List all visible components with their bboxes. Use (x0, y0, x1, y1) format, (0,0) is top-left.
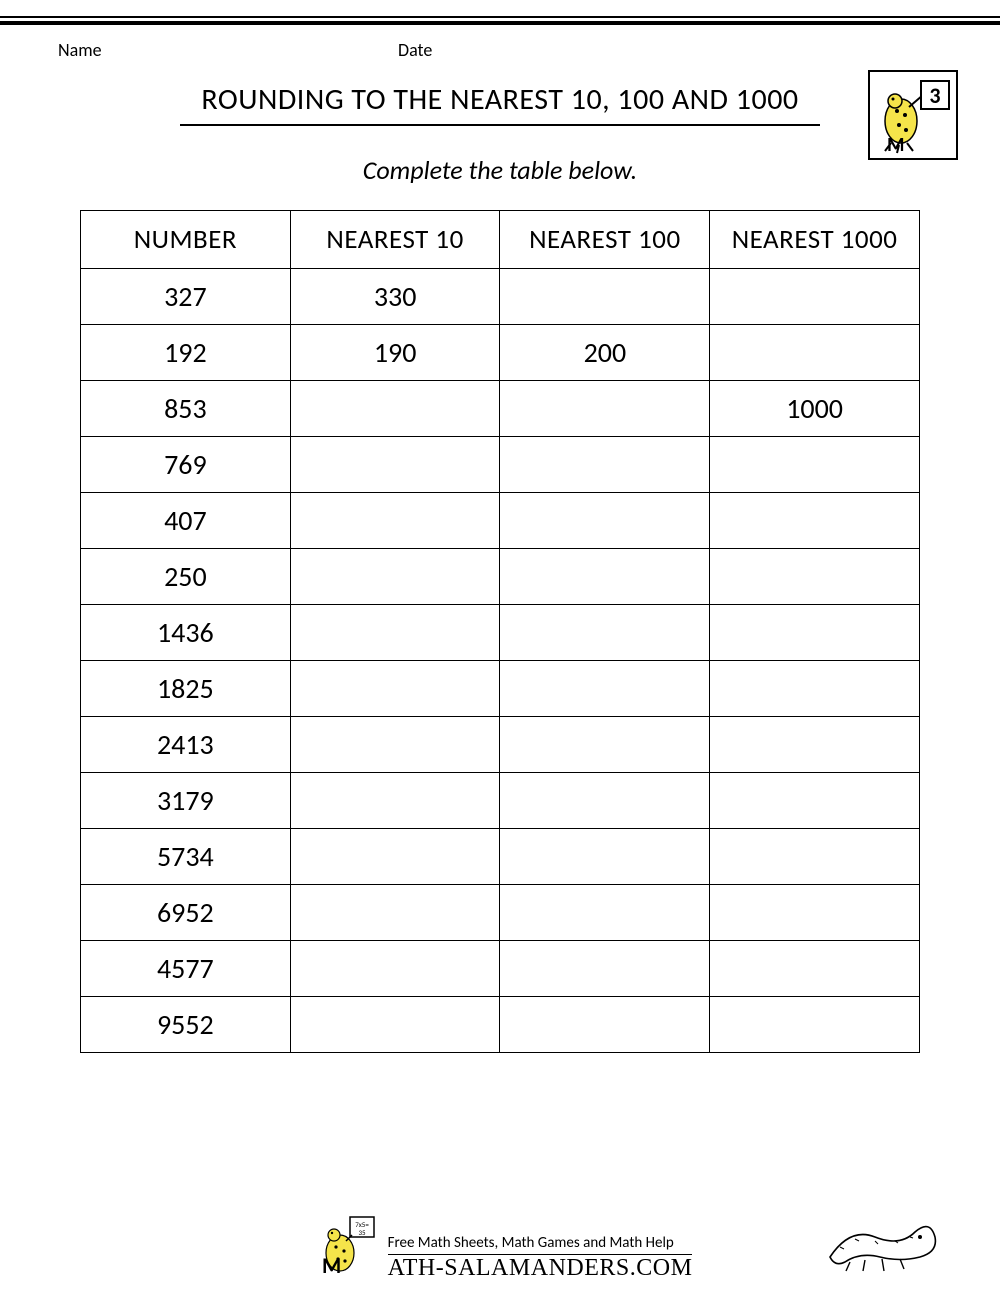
table-row: 250 (81, 549, 920, 605)
title-underline (180, 124, 820, 126)
table-cell: 200 (500, 325, 710, 381)
table-cell (290, 829, 500, 885)
table-cell (710, 773, 920, 829)
table-cell: 2413 (81, 717, 291, 773)
table-cell (500, 549, 710, 605)
footer-tagline: Free Math Sheets, Math Games and Math He… (388, 1234, 693, 1255)
salamander-grade-icon: 3 M (873, 75, 953, 155)
table-cell: 407 (81, 493, 291, 549)
table-cell (710, 829, 920, 885)
rounding-table: NUMBER NEAREST 10 NEAREST 100 NEAREST 10… (80, 210, 920, 1053)
table-cell (290, 381, 500, 437)
table-cell (710, 549, 920, 605)
table-cell (710, 885, 920, 941)
table-row: 192190200 (81, 325, 920, 381)
table-cell: 4577 (81, 941, 291, 997)
table-cell (290, 885, 500, 941)
table-row: 2413 (81, 717, 920, 773)
table-cell (710, 941, 920, 997)
table-cell (500, 437, 710, 493)
table-cell (710, 605, 920, 661)
table-cell (290, 997, 500, 1053)
svg-text:M: M (887, 133, 904, 155)
footer-brand: ATH-SALAMANDERS.COM (388, 1255, 693, 1282)
table-row: 5734 (81, 829, 920, 885)
table-row: 4577 (81, 941, 920, 997)
table-cell: 1000 (710, 381, 920, 437)
table-cell (500, 941, 710, 997)
table-cell (500, 269, 710, 325)
grade-logo-box: 3 M (868, 70, 958, 160)
table-cell (500, 493, 710, 549)
table-header-row: NUMBER NEAREST 10 NEAREST 100 NEAREST 10… (81, 211, 920, 269)
table-cell: 250 (81, 549, 291, 605)
footer-salamander-outline-icon (820, 1207, 940, 1282)
table-cell (710, 493, 920, 549)
table-cell: 192 (81, 325, 291, 381)
table-cell (710, 437, 920, 493)
table-cell: 190 (290, 325, 500, 381)
table-cell: 5734 (81, 829, 291, 885)
footer-text: Free Math Sheets, Math Games and Math He… (388, 1234, 693, 1282)
table-cell: 330 (290, 269, 500, 325)
table-row: 407 (81, 493, 920, 549)
svg-text:M: M (322, 1252, 341, 1277)
footer-salamander-icon: 7x5= 35 M (308, 1213, 378, 1282)
table-cell (710, 325, 920, 381)
table-cell: 9552 (81, 997, 291, 1053)
col-header-nearest-1000: NEAREST 1000 (710, 211, 920, 269)
table-cell: 6952 (81, 885, 291, 941)
table-cell (710, 269, 920, 325)
col-header-nearest-100: NEAREST 100 (500, 211, 710, 269)
table-cell (500, 381, 710, 437)
table-cell (290, 493, 500, 549)
table-row: 1436 (81, 605, 920, 661)
table-cell (500, 997, 710, 1053)
table-cell (500, 717, 710, 773)
col-header-nearest-10: NEAREST 10 (290, 211, 500, 269)
table-row: 327330 (81, 269, 920, 325)
table-row: 1825 (81, 661, 920, 717)
table-cell (290, 717, 500, 773)
table-cell (290, 773, 500, 829)
table-row: 3179 (81, 773, 920, 829)
svg-text:35: 35 (358, 1228, 366, 1237)
table-cell (710, 717, 920, 773)
table-row: 6952 (81, 885, 920, 941)
name-label: Name (58, 39, 398, 61)
table-cell (500, 773, 710, 829)
table-cell: 853 (81, 381, 291, 437)
table-cell (290, 605, 500, 661)
table-row: 769 (81, 437, 920, 493)
date-label: Date (398, 39, 432, 61)
table-cell (290, 549, 500, 605)
table-cell: 1825 (81, 661, 291, 717)
table-cell (710, 661, 920, 717)
table-cell: 1436 (81, 605, 291, 661)
table-cell (500, 605, 710, 661)
table-cell: 327 (81, 269, 291, 325)
page-top-rule (0, 16, 1000, 25)
table-cell (290, 661, 500, 717)
worksheet-title: ROUNDING TO THE NEAREST 10, 100 AND 1000 (0, 81, 1000, 118)
table-cell (500, 885, 710, 941)
table-row: 853 1000 (81, 381, 920, 437)
table-cell (290, 941, 500, 997)
svg-text:3: 3 (929, 82, 940, 109)
table-cell (290, 437, 500, 493)
header-line: Name Date (0, 25, 1000, 61)
table-row: 9552 (81, 997, 920, 1053)
table-cell (500, 829, 710, 885)
table-cell (710, 997, 920, 1053)
table-cell (500, 661, 710, 717)
table-cell: 3179 (81, 773, 291, 829)
instruction-text: Complete the table below. (0, 154, 1000, 186)
col-header-number: NUMBER (81, 211, 291, 269)
table-cell: 769 (81, 437, 291, 493)
